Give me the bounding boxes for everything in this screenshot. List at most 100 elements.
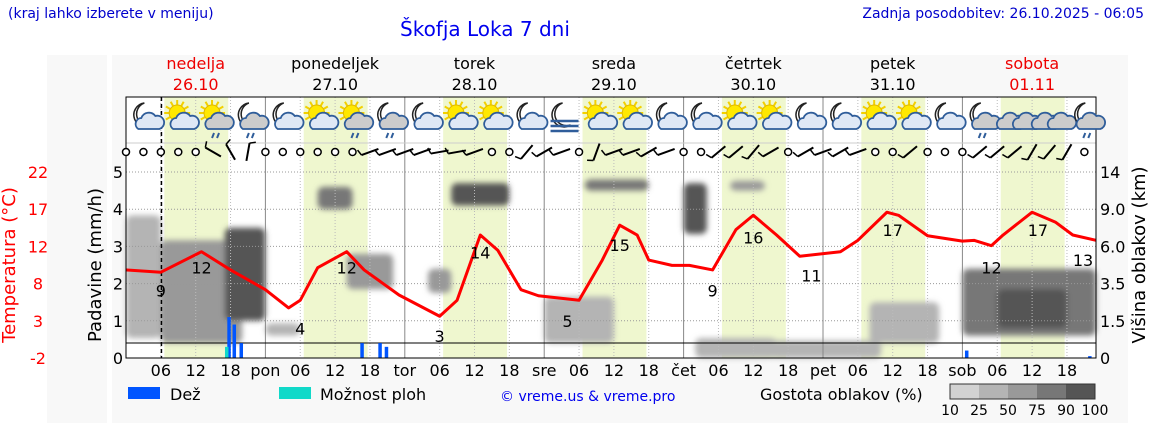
barb-feather <box>757 151 764 158</box>
sun-ray <box>618 105 624 110</box>
sun-ray <box>588 101 593 107</box>
sun-cloud-icon <box>617 100 653 130</box>
sun-ray <box>618 116 624 121</box>
temperature-label: 17 <box>883 221 903 240</box>
barb-feather <box>723 153 730 159</box>
cloud-blob <box>584 179 649 191</box>
wind-calm-icon <box>871 147 880 157</box>
copyright-link[interactable]: © vreme.us & vreme.pro <box>500 389 675 405</box>
barb-feather <box>356 149 363 156</box>
x-tick-label: 06 <box>429 361 449 380</box>
sun-ray <box>215 101 220 107</box>
cloud-height-tick: 6.0 <box>1100 237 1125 256</box>
sun-ray <box>200 105 206 110</box>
density-step-label: 100 <box>1082 403 1109 419</box>
barb-shaft <box>728 145 744 159</box>
sun-ray <box>601 105 608 110</box>
barb-shaft <box>849 147 867 157</box>
barb-shaft <box>657 147 675 157</box>
density-swatch <box>1066 384 1095 399</box>
cloud-blob <box>997 289 1067 329</box>
day-date: 27.10 <box>312 75 358 94</box>
page-title: Škofja Loka 7 dni <box>400 17 570 41</box>
barb-feather <box>653 149 659 156</box>
barb-shaft <box>1061 143 1073 161</box>
sun-ray <box>901 101 906 107</box>
x-tick-label: sre <box>532 361 556 380</box>
cloud-shape <box>378 111 409 130</box>
x-tick-label: 06 <box>151 361 171 380</box>
sun-ray <box>723 105 729 110</box>
x-tick-label: 18 <box>778 361 798 380</box>
sun-ray <box>165 116 171 121</box>
barb-feather <box>1002 153 1009 159</box>
moon-cloud-icon <box>272 102 305 130</box>
barb-feather <box>1021 157 1028 161</box>
precip-tick: 5 <box>113 163 123 182</box>
rain-drop <box>982 132 987 139</box>
barb-feather <box>531 151 537 158</box>
moon-cloud-icon <box>795 102 828 130</box>
sun-cloud-rain-icon <box>338 100 375 139</box>
wind-barb-icon <box>757 146 780 158</box>
wind-calm-icon <box>330 147 340 157</box>
x-tick-label: 18 <box>639 361 659 380</box>
sun-ray <box>622 101 628 107</box>
rain-drop <box>211 132 215 139</box>
barb-feather <box>600 149 607 156</box>
sun-ray <box>880 105 886 110</box>
cloud-shape <box>343 111 375 130</box>
wind-barb-icon <box>844 147 867 157</box>
cloud-blob <box>695 338 777 358</box>
sun-ray <box>483 101 488 107</box>
temperature-label: 12 <box>337 259 357 278</box>
density-swatch <box>1037 384 1066 399</box>
moon-cloud-icon <box>411 102 444 130</box>
barb-shaft <box>972 145 988 159</box>
sun-ray <box>169 101 175 107</box>
barb-shaft <box>465 147 484 157</box>
sun-ray <box>757 116 764 121</box>
wind-barb-icon <box>461 147 484 157</box>
sun-cloud-rain-icon <box>199 100 235 139</box>
moon-cloud-icon <box>934 102 967 130</box>
sun-ray <box>357 105 364 110</box>
x-tick-label: 18 <box>360 361 380 380</box>
sun-ray <box>633 101 638 107</box>
day-date: 31.10 <box>870 75 916 94</box>
wind-barb-icon <box>1002 145 1023 159</box>
barb-feather <box>984 153 991 159</box>
sun-ray <box>737 101 743 107</box>
x-tick-label: sob <box>948 361 976 380</box>
barb-feather <box>587 159 594 162</box>
barb-feather <box>409 149 415 156</box>
wind-barb-icon <box>531 146 553 158</box>
cloud-shape <box>134 111 166 130</box>
barb-shaft <box>520 144 534 160</box>
x-tick-label: 12 <box>604 361 624 380</box>
sun-ray <box>862 105 868 110</box>
rain-drop <box>390 132 395 139</box>
cloud-shape <box>169 111 200 130</box>
rain-drop <box>355 132 360 139</box>
temperature-axis-title: Temperatura (°C) <box>0 187 20 344</box>
sun-ray <box>757 105 764 110</box>
temperature-label: 11 <box>801 266 821 285</box>
wind-barb-icon <box>810 147 832 157</box>
temperature-label: 4 <box>295 319 305 338</box>
barb-feather <box>827 151 834 158</box>
cloudy-icon <box>1030 111 1078 130</box>
barb-shaft <box>430 149 449 155</box>
day-name: ponedeljek <box>291 54 380 73</box>
wind-calm-icon <box>313 147 322 157</box>
density-step-label: 50 <box>999 403 1017 419</box>
x-tick-label: 12 <box>883 361 903 380</box>
moon-cloud-icon <box>830 102 863 130</box>
wind-calm-icon <box>296 147 305 157</box>
x-tick-label: 06 <box>848 361 868 380</box>
barb-feather <box>249 141 256 144</box>
barb-feather <box>967 153 974 159</box>
day-date: 30.10 <box>730 75 776 94</box>
barb-shaft <box>413 147 432 157</box>
density-scale-frame <box>949 383 1096 400</box>
